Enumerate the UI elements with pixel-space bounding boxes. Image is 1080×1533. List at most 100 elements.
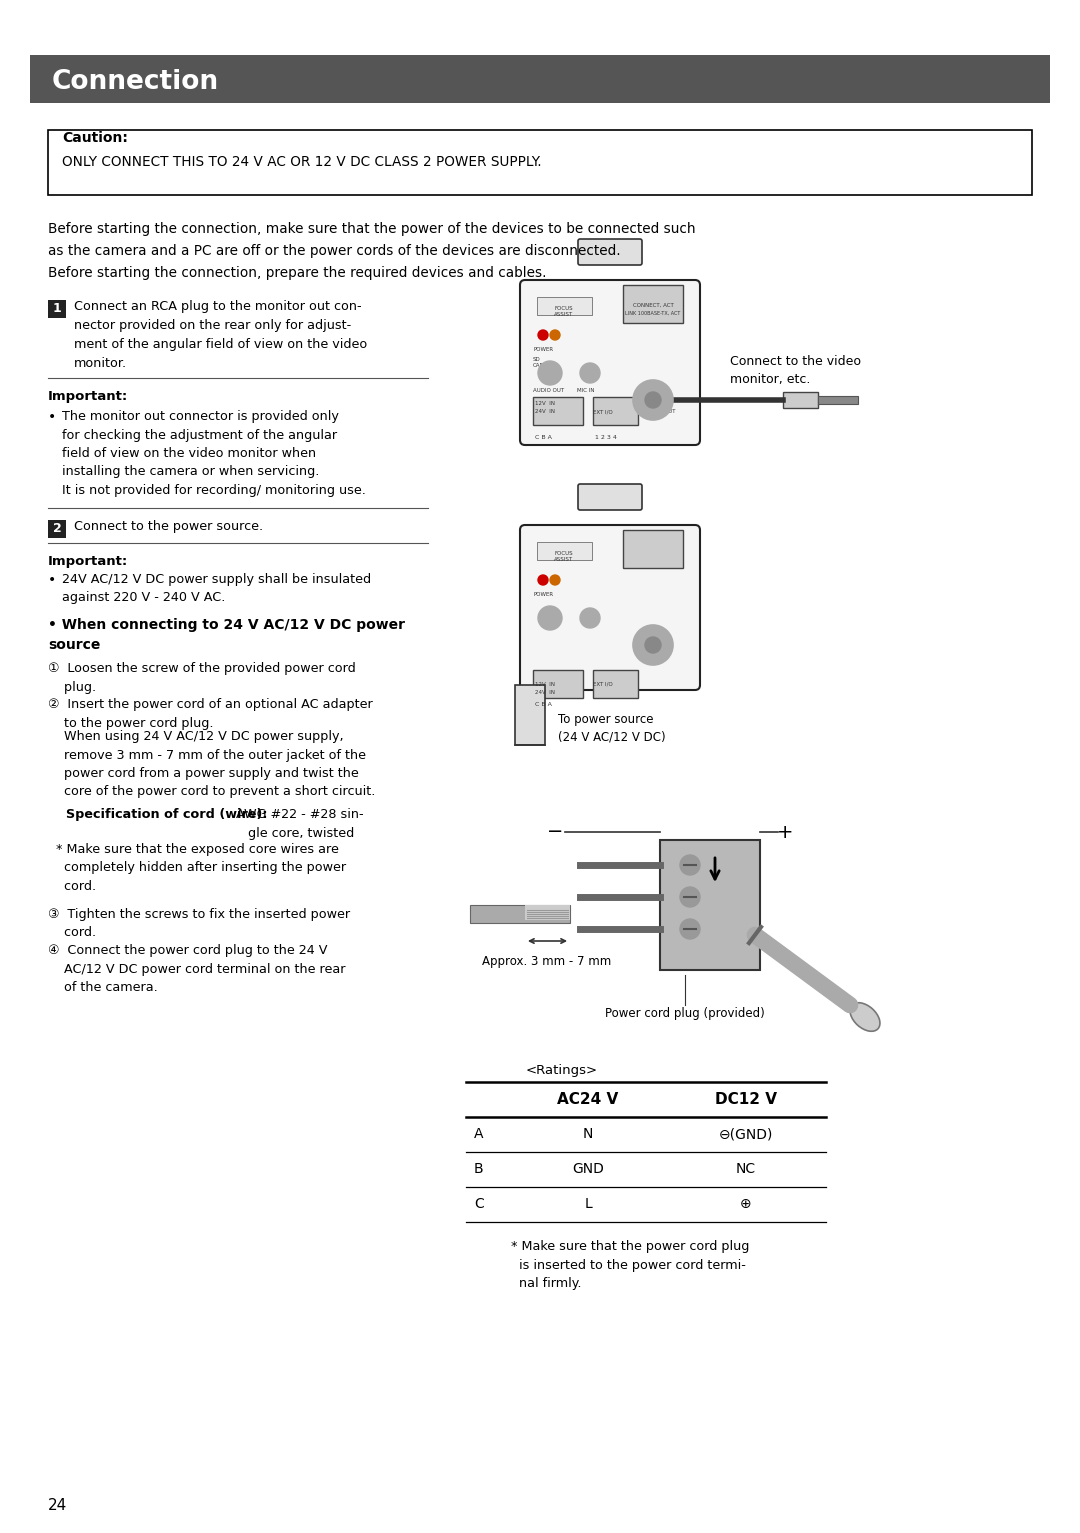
Bar [537, 297, 592, 314]
Circle shape [645, 392, 661, 408]
Bar [537, 543, 592, 560]
Text: 24V  IN: 24V IN [535, 690, 555, 694]
Text: MIC IN: MIC IN [577, 388, 594, 392]
Text: N: N [583, 1127, 593, 1141]
FancyBboxPatch shape [519, 281, 700, 445]
Circle shape [538, 360, 562, 385]
Text: Connection: Connection [52, 69, 219, 95]
Text: Before starting the connection, make sure that the power of the devices to be co: Before starting the connection, make sur… [48, 222, 696, 236]
Bar [593, 670, 638, 698]
Text: <Ratings>: <Ratings> [526, 1064, 598, 1078]
Text: ⊕: ⊕ [740, 1197, 752, 1211]
Circle shape [680, 918, 700, 940]
Bar [470, 904, 570, 923]
Text: EXT I/O: EXT I/O [593, 682, 612, 687]
Text: CONNECT, ACT: CONNECT, ACT [633, 304, 673, 308]
Text: Connect to the power source.: Connect to the power source. [75, 520, 264, 533]
Text: Specification of cord (wire):: Specification of cord (wire): [48, 808, 268, 822]
Circle shape [550, 575, 561, 586]
Text: 2: 2 [53, 523, 62, 535]
FancyBboxPatch shape [519, 524, 700, 690]
Text: * Make sure that the power cord plug
  is inserted to the power cord termi-
  na: * Make sure that the power cord plug is … [511, 1240, 750, 1289]
Text: Power cord plug (provided): Power cord plug (provided) [605, 1007, 765, 1019]
Text: Important:: Important: [48, 555, 129, 569]
Circle shape [680, 855, 700, 875]
Text: −: − [546, 823, 563, 842]
Bar [783, 392, 818, 408]
Bar [30, 55, 1050, 103]
FancyBboxPatch shape [578, 239, 642, 265]
Circle shape [550, 330, 561, 340]
Circle shape [580, 609, 600, 629]
Text: C B A: C B A [535, 435, 552, 440]
Text: ③  Tighten the screws to fix the inserted power
    cord.: ③ Tighten the screws to fix the inserted… [48, 908, 350, 940]
Bar [48, 520, 66, 538]
Text: AUDIO OUT: AUDIO OUT [534, 388, 564, 392]
Text: FOCUS
ASSIST: FOCUS ASSIST [554, 307, 573, 317]
Circle shape [645, 638, 661, 653]
Bar [534, 670, 583, 698]
Circle shape [580, 363, 600, 383]
Circle shape [538, 606, 562, 630]
Text: * Make sure that the exposed core wires are
    completely hidden after insertin: * Make sure that the exposed core wires … [48, 843, 346, 894]
Text: LINK 100BASE-TX, ACT: LINK 100BASE-TX, ACT [625, 311, 680, 316]
Text: Before starting the connection, prepare the required devices and cables.: Before starting the connection, prepare … [48, 267, 546, 281]
Bar [818, 396, 858, 405]
Text: Connect an RCA plug to the monitor out con-
nector provided on the rear only for: Connect an RCA plug to the monitor out c… [75, 300, 367, 369]
Text: 24V  IN: 24V IN [535, 409, 555, 414]
Bar [593, 397, 638, 425]
Text: SD
CARD: SD CARD [534, 357, 549, 368]
Bar [515, 685, 545, 745]
Text: (24 V AC/12 V DC): (24 V AC/12 V DC) [558, 731, 665, 744]
Text: FOCUS
ASSIST: FOCUS ASSIST [554, 550, 573, 561]
Text: When using 24 V AC/12 V DC power supply,
    remove 3 mm - 7 mm of the outer jac: When using 24 V AC/12 V DC power supply,… [48, 730, 376, 799]
Text: 1 2 3 4: 1 2 3 4 [595, 435, 617, 440]
Text: Caution:: Caution: [62, 130, 127, 146]
Text: +: + [777, 823, 793, 842]
Bar [525, 904, 570, 920]
Text: GND: GND [572, 1162, 604, 1176]
Text: To power source: To power source [558, 713, 653, 727]
Text: NC: NC [735, 1162, 756, 1176]
Text: Connect to the video
monitor, etc.: Connect to the video monitor, etc. [730, 356, 861, 386]
Circle shape [538, 575, 548, 586]
Text: source: source [48, 638, 100, 652]
Text: POWER: POWER [534, 346, 553, 353]
Circle shape [538, 330, 548, 340]
Text: 24V AC/12 V DC power supply shall be insulated
against 220 V - 240 V AC.: 24V AC/12 V DC power supply shall be ins… [62, 573, 372, 604]
Text: EXT I/O: EXT I/O [593, 409, 612, 414]
Text: B: B [474, 1162, 484, 1176]
Text: •: • [48, 409, 56, 425]
Text: ④  Connect the power cord plug to the 24 V
    AC/12 V DC power cord terminal on: ④ Connect the power cord plug to the 24 … [48, 944, 346, 993]
Text: Important:: Important: [48, 389, 129, 403]
Text: A: A [474, 1127, 484, 1141]
Text: C: C [474, 1197, 484, 1211]
Text: The monitor out connector is provided only
for checking the adjustment of the an: The monitor out connector is provided on… [62, 409, 366, 497]
Circle shape [633, 380, 673, 420]
Bar [660, 840, 760, 970]
Circle shape [680, 888, 700, 908]
Text: MONITOR OUT: MONITOR OUT [638, 409, 675, 414]
Text: •: • [48, 573, 56, 587]
Text: AC24 V: AC24 V [557, 1091, 619, 1107]
Ellipse shape [850, 1003, 880, 1032]
Text: 24: 24 [48, 1498, 67, 1513]
Text: ⊖(GND): ⊖(GND) [719, 1127, 773, 1141]
Text: ②  Insert the power cord of an optional AC adapter
    to the power cord plug.: ② Insert the power cord of an optional A… [48, 698, 373, 730]
Text: • When connecting to 24 V AC/12 V DC power: • When connecting to 24 V AC/12 V DC pow… [48, 618, 405, 632]
Text: 12V  IN: 12V IN [535, 402, 555, 406]
Text: Approx. 3 mm - 7 mm: Approx. 3 mm - 7 mm [483, 955, 611, 967]
Text: 12V  IN: 12V IN [535, 682, 555, 687]
Text: as the camera and a PC are off or the power cords of the devices are disconnecte: as the camera and a PC are off or the po… [48, 244, 621, 258]
Text: ①  Loosen the screw of the provided power cord
    plug.: ① Loosen the screw of the provided power… [48, 662, 355, 693]
Bar [623, 285, 683, 323]
Text: C B A: C B A [535, 702, 552, 707]
Bar [623, 530, 683, 569]
FancyBboxPatch shape [578, 484, 642, 510]
Text: L: L [584, 1197, 592, 1211]
Text: 1: 1 [53, 302, 62, 316]
Text: DC12 V: DC12 V [715, 1091, 777, 1107]
Bar [48, 300, 66, 317]
Text: AWG #22 - #28 sin-
    gle core, twisted: AWG #22 - #28 sin- gle core, twisted [232, 808, 364, 840]
Text: POWER: POWER [534, 592, 553, 596]
